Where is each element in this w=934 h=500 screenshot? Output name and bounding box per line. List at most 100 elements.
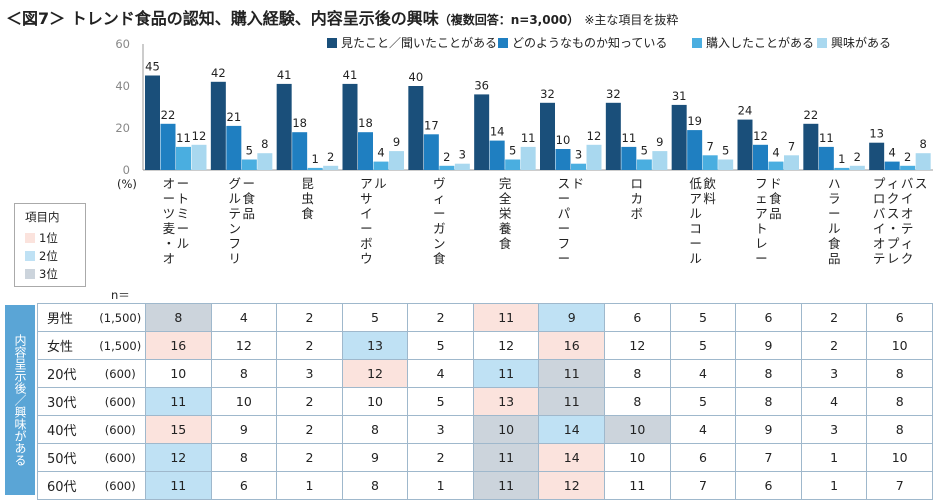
category-label: 低アルコール飲料 (689, 176, 716, 266)
table-cell: 11 (472, 303, 540, 332)
bar (586, 144, 602, 170)
bar (505, 159, 521, 170)
table-cell: 8 (866, 387, 933, 416)
n-label: n＝ (111, 288, 130, 302)
data-label: 5 (722, 144, 729, 158)
table-cell: 1 (276, 471, 343, 500)
table-cell: 2 (800, 303, 868, 332)
rank-1-swatch (25, 233, 35, 243)
bar (423, 134, 439, 170)
title-main: ＜図7＞ トレンド食品の認知、購入経験、内容呈示後の興味 (6, 9, 439, 28)
data-label: 22 (161, 108, 176, 122)
row-group-label: 女性 (37, 331, 96, 360)
table-cell: 4 (669, 415, 737, 444)
table-cell: 2 (276, 443, 343, 472)
table-side-label: 内容呈示後／興味がある (5, 305, 35, 495)
table-cell: 11 (472, 443, 540, 472)
data-label: 8 (920, 137, 927, 151)
title-sub: （複数回答：n=3,000） (438, 13, 580, 27)
bar (210, 81, 226, 170)
data-label: 41 (343, 68, 358, 82)
table-cell: 9 (538, 303, 606, 332)
table-cell: 4 (669, 359, 737, 388)
table-cell: 10 (145, 359, 212, 388)
table-cell: 16 (145, 331, 212, 360)
bar (768, 161, 784, 170)
bar (702, 155, 718, 170)
data-label: 14 (490, 125, 505, 139)
table-cell: 12 (538, 471, 606, 500)
bar (687, 130, 703, 170)
bar (439, 165, 455, 170)
data-label: 45 (145, 60, 160, 74)
y-tick-label: 40 (115, 79, 130, 93)
bar (652, 151, 668, 170)
table-cell: 8 (604, 387, 671, 416)
category-label: ロカボ (630, 176, 643, 221)
table-cell: 1 (800, 443, 868, 472)
bar (605, 102, 621, 170)
data-label: 5 (509, 144, 516, 158)
bar (226, 125, 242, 170)
bar (292, 132, 308, 170)
table-cell: 8 (735, 387, 802, 416)
legend-label: 購入したことがある (706, 35, 814, 50)
table-row: 30代 (600) 11 10 2 10 5 13 11 8 5 8 4 8 (37, 387, 933, 416)
table-cell: 4 (407, 359, 474, 388)
bar (176, 146, 191, 170)
row-group-label: 20代 (37, 359, 96, 388)
data-label: 32 (606, 87, 621, 101)
data-label: 17 (424, 118, 439, 132)
title-note: ※主な項目を抜粋 (584, 13, 679, 27)
table-cell: 2 (276, 415, 343, 444)
table-cell: 9 (210, 415, 278, 444)
table-cell: 3 (800, 359, 868, 388)
row-group-label: 40代 (37, 415, 96, 444)
table-cell: 3 (407, 415, 474, 444)
bar (849, 165, 865, 170)
table-cell: 11 (145, 387, 212, 416)
bar (408, 86, 424, 170)
table-cell: 10 (604, 443, 671, 472)
table-cell: 14 (538, 415, 606, 444)
table-cell: 11 (538, 387, 606, 416)
table-cell: 5 (407, 331, 474, 360)
chart-title: ＜図7＞ トレンド食品の認知、購入経験、内容呈示後の興味（複数回答：n=3,00… (6, 5, 678, 29)
table-cell: 6 (669, 443, 737, 472)
data-label: 8 (261, 137, 268, 151)
table-cell: 5 (669, 387, 737, 416)
legend-label: 見たこと／聞いたことがある (341, 35, 497, 50)
table-cell: 9 (735, 415, 802, 444)
table-cell: 5 (407, 387, 474, 416)
bar (191, 144, 207, 170)
table-row: 40代 (600) 15 9 2 8 3 10 14 10 4 9 3 8 (37, 415, 933, 444)
table-cell: 2 (407, 443, 474, 472)
bar (454, 163, 470, 170)
row-sample-size: (600) (95, 415, 146, 444)
category-label: フェアトレード食品 (755, 176, 782, 266)
row-group-label: 30代 (37, 387, 96, 416)
bar (160, 123, 176, 170)
table-cell: 6 (866, 303, 933, 332)
bar (241, 159, 257, 170)
bar (900, 165, 916, 170)
table-cell: 3 (276, 359, 343, 388)
legend-swatch (327, 38, 337, 48)
table-row: 50代 (600) 12 8 2 9 2 11 14 10 6 7 1 10 (37, 443, 933, 472)
data-label: 3 (459, 148, 466, 162)
table-cell: 2 (276, 303, 343, 332)
table-cell: 6 (604, 303, 671, 332)
table-row: 男性 (1,500) 8 4 2 5 2 11 9 6 5 6 2 6 (37, 303, 933, 332)
table-row: 20代 (600) 10 8 3 12 4 11 11 8 4 8 3 8 (37, 359, 933, 388)
rank-key: 項目内 1位 2位 3位 (14, 203, 86, 287)
category-label: アサイーボウル (360, 176, 387, 266)
data-label: 7 (707, 139, 714, 153)
category-label: スーパーフード (558, 176, 585, 266)
row-sample-size: (600) (95, 471, 146, 500)
bar (621, 146, 637, 170)
table-cell: 8 (341, 471, 409, 500)
bar (520, 146, 536, 170)
category-label: オーツ麦・オートミール (163, 176, 190, 266)
rank-key-3: 3位 (25, 266, 58, 282)
